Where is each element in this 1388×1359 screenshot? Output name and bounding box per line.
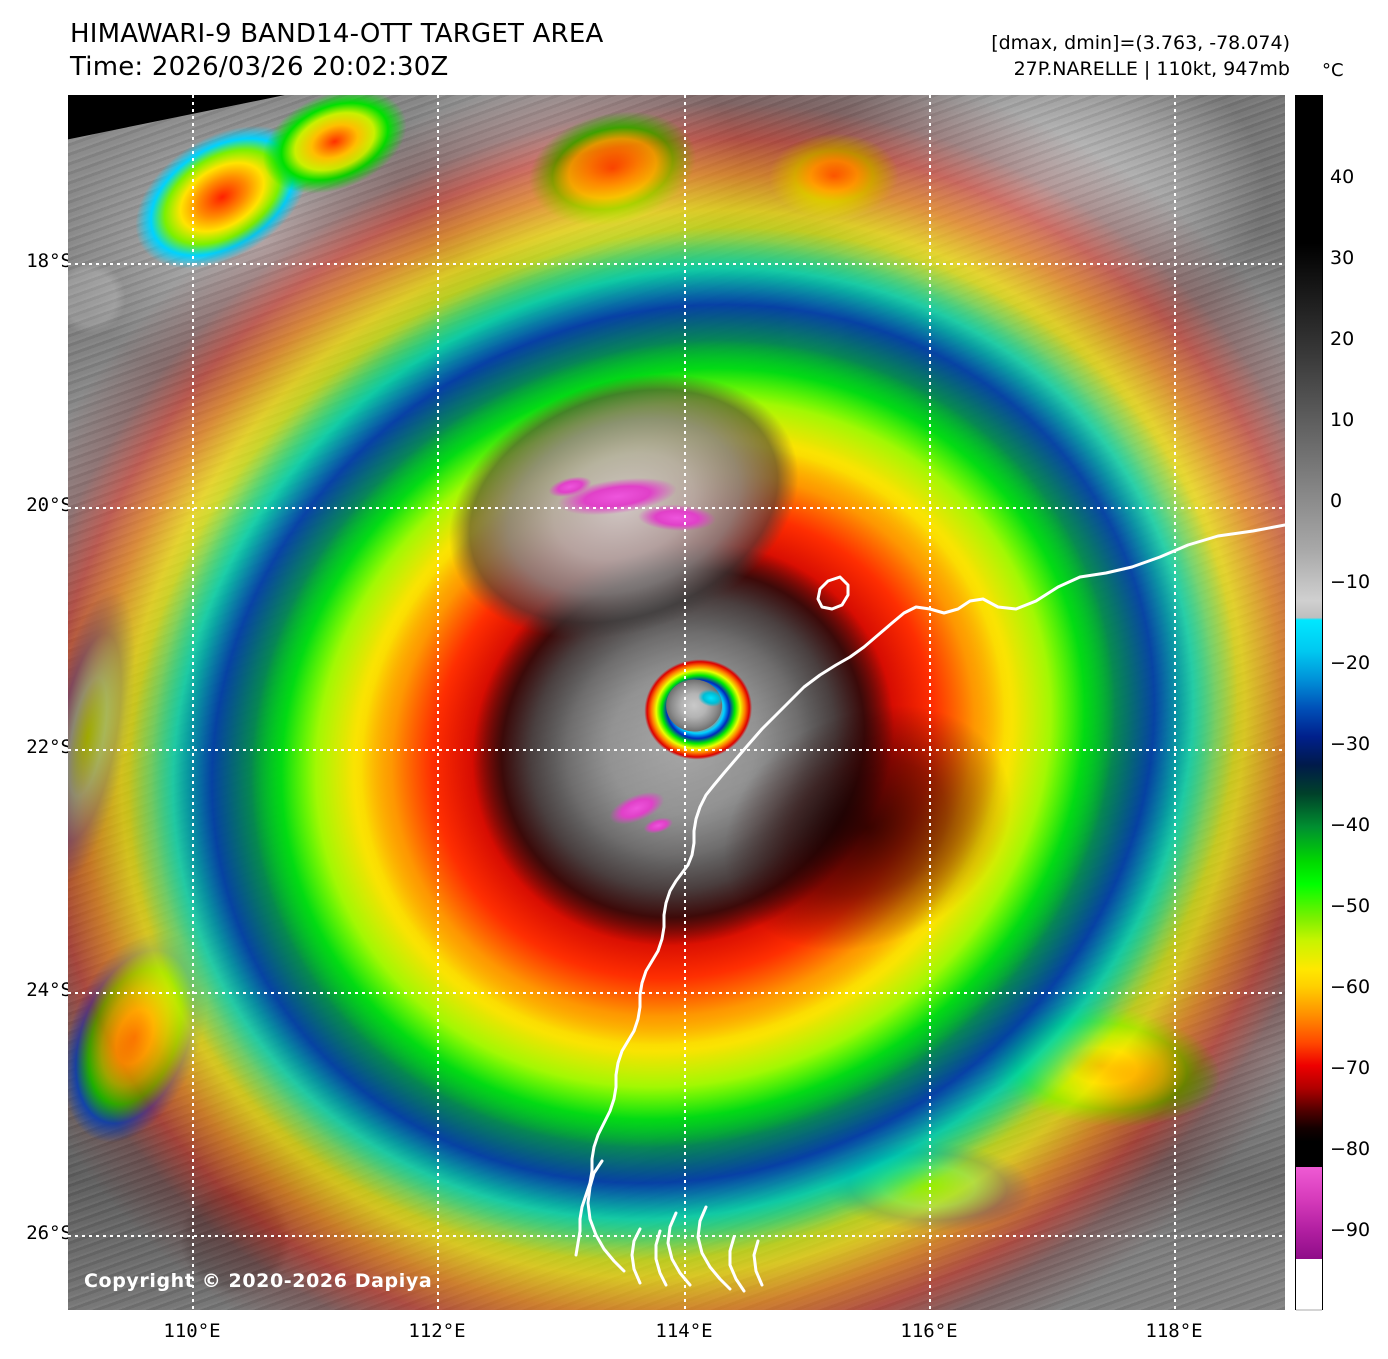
- colorbar-white-segment: [1296, 1259, 1322, 1309]
- xtick-label-114e: 114°E: [655, 1320, 713, 1342]
- gridline-horizontal-26s: [68, 1235, 1285, 1237]
- ytick-label-24s: 24°S: [26, 979, 72, 1001]
- ytick-label-26s: 26°S: [26, 1222, 72, 1244]
- colorbar-tick-m70: −70: [1330, 1057, 1371, 1079]
- gridline-vertical-114e: [684, 95, 686, 1310]
- copyright-notice: Copyright © 2020-2026 Dapiya: [84, 1270, 433, 1292]
- gridline-horizontal-18s: [68, 263, 1285, 265]
- colorbar-tick-m80: −80: [1330, 1138, 1371, 1160]
- storm-info-readout: 27P.NARELLE | 110kt, 947mb: [1013, 58, 1290, 80]
- gridline-vertical-116e: [929, 95, 931, 1310]
- colorbar-tick-m30: −30: [1330, 733, 1371, 755]
- ytick-label-22s: 22°S: [26, 736, 72, 758]
- header-metadata-block: [dmax, dmin]=(3.763, -78.074) 27P.NARELL…: [991, 30, 1290, 82]
- colorbar-tick-30: 30: [1330, 247, 1355, 269]
- colorbar-gradient-main: [1296, 96, 1322, 1231]
- ytick-label-20s: 20°S: [26, 494, 72, 516]
- colorbar-unit-label: °C: [1322, 60, 1344, 81]
- gridline-horizontal-24s: [68, 992, 1285, 994]
- colorbar-tick-m50: −50: [1330, 895, 1371, 917]
- page-title: HIMAWARI-9 BAND14-OTT TARGET AREA: [70, 19, 604, 49]
- colorbar-magenta-segment: [1296, 1167, 1322, 1260]
- gridline-vertical-110e: [192, 95, 194, 1310]
- gridline-vertical-118e: [1174, 95, 1176, 1310]
- xtick-label-112e: 112°E: [408, 1320, 466, 1342]
- gridline-horizontal-20s: [68, 507, 1285, 509]
- colorbar-tick-m20: −20: [1330, 652, 1371, 674]
- header-title-block: HIMAWARI-9 BAND14-OTT TARGET AREA Time: …: [70, 18, 603, 84]
- colorbar-tick-20: 20: [1330, 328, 1355, 350]
- dmax-dmin-readout: [dmax, dmin]=(3.763, -78.074): [991, 32, 1290, 54]
- xtick-label-116e: 116°E: [900, 1320, 958, 1342]
- colorbar-tick-0: 0: [1330, 490, 1343, 512]
- colorbar-tick-m60: −60: [1330, 976, 1371, 998]
- plot-raster-area: Copyright © 2020-2026 Dapiya: [68, 95, 1285, 1310]
- colorbar-tick-40: 40: [1330, 166, 1355, 188]
- colorbar-tick-m90: −90: [1330, 1219, 1371, 1241]
- satellite-ir-image-plot[interactable]: Copyright © 2020-2026 Dapiya: [68, 95, 1285, 1310]
- colorbar-tick-10: 10: [1330, 409, 1355, 431]
- gridline-horizontal-22s: [68, 749, 1285, 751]
- xtick-label-110e: 110°E: [163, 1320, 221, 1342]
- temperature-colorbar[interactable]: [1295, 95, 1323, 1312]
- satellite-swath: [68, 95, 1285, 1310]
- observation-time: Time: 2026/03/26 20:02:30Z: [70, 52, 449, 82]
- ytick-label-18s: 18°S: [26, 250, 72, 272]
- colorbar-tick-m10: −10: [1330, 571, 1371, 593]
- xtick-label-118e: 118°E: [1145, 1320, 1203, 1342]
- colorbar-tick-m40: −40: [1330, 814, 1371, 836]
- gridline-vertical-112e: [437, 95, 439, 1310]
